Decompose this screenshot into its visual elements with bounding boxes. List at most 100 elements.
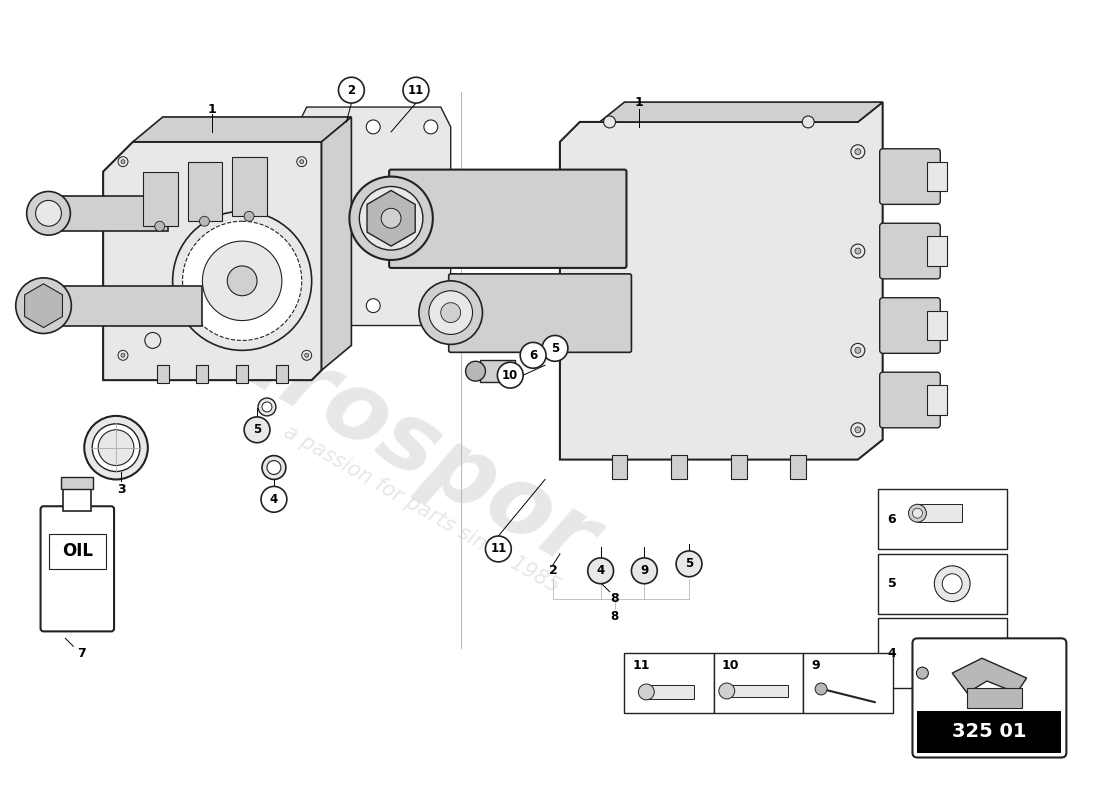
Text: 4: 4 xyxy=(596,564,605,578)
Circle shape xyxy=(305,354,309,358)
Circle shape xyxy=(155,222,165,231)
Text: 7: 7 xyxy=(77,646,86,660)
Bar xyxy=(143,171,177,226)
Bar xyxy=(62,478,94,490)
Polygon shape xyxy=(133,117,351,142)
Bar xyxy=(917,711,1062,753)
Circle shape xyxy=(366,120,381,134)
Circle shape xyxy=(403,78,429,103)
Circle shape xyxy=(934,566,970,602)
Polygon shape xyxy=(44,286,202,326)
Bar xyxy=(878,554,1006,614)
Circle shape xyxy=(301,350,311,360)
Circle shape xyxy=(497,362,524,388)
Circle shape xyxy=(199,216,209,226)
Bar xyxy=(157,366,168,383)
Circle shape xyxy=(718,683,735,699)
Circle shape xyxy=(855,347,861,354)
Circle shape xyxy=(297,157,307,166)
Circle shape xyxy=(261,486,287,512)
Circle shape xyxy=(604,116,616,128)
Text: 1: 1 xyxy=(208,102,217,115)
Circle shape xyxy=(339,78,364,103)
Circle shape xyxy=(267,461,280,474)
Bar xyxy=(927,385,947,415)
Polygon shape xyxy=(560,102,882,459)
Text: 10: 10 xyxy=(722,658,739,672)
Polygon shape xyxy=(367,190,415,246)
Bar xyxy=(927,162,947,191)
Bar xyxy=(917,504,962,522)
Circle shape xyxy=(419,281,483,344)
Circle shape xyxy=(85,416,147,479)
Text: 11: 11 xyxy=(408,84,425,97)
Polygon shape xyxy=(953,658,1026,693)
Circle shape xyxy=(92,424,140,471)
Bar xyxy=(232,157,267,216)
Circle shape xyxy=(424,120,438,134)
Text: 6: 6 xyxy=(888,513,896,526)
Circle shape xyxy=(118,350,128,360)
FancyBboxPatch shape xyxy=(880,149,940,204)
Circle shape xyxy=(909,504,926,522)
Circle shape xyxy=(851,145,865,158)
Circle shape xyxy=(121,160,125,164)
Circle shape xyxy=(202,241,282,321)
Text: 5: 5 xyxy=(685,558,693,570)
Text: 325 01: 325 01 xyxy=(952,722,1026,741)
Bar xyxy=(927,310,947,341)
Circle shape xyxy=(98,430,134,466)
Text: 6: 6 xyxy=(529,349,537,362)
Polygon shape xyxy=(321,117,351,370)
Text: 5: 5 xyxy=(888,578,896,590)
Polygon shape xyxy=(24,284,63,327)
Text: OIL: OIL xyxy=(62,542,92,560)
Text: 11: 11 xyxy=(491,542,506,555)
Text: 3: 3 xyxy=(117,483,125,496)
FancyBboxPatch shape xyxy=(880,223,940,279)
Text: 4: 4 xyxy=(888,646,896,660)
Circle shape xyxy=(310,298,323,313)
Circle shape xyxy=(360,186,422,250)
Circle shape xyxy=(118,157,128,166)
Bar xyxy=(878,618,1006,688)
Bar xyxy=(878,490,1006,549)
Bar xyxy=(625,654,714,713)
Text: 1: 1 xyxy=(635,95,643,109)
Text: 8: 8 xyxy=(610,610,618,623)
Bar xyxy=(714,654,803,713)
Bar xyxy=(187,162,222,222)
Circle shape xyxy=(520,342,546,368)
Circle shape xyxy=(815,683,827,695)
Circle shape xyxy=(855,248,861,254)
Circle shape xyxy=(15,278,72,334)
Circle shape xyxy=(121,354,125,358)
Polygon shape xyxy=(103,142,321,380)
Text: 10: 10 xyxy=(503,369,518,382)
Circle shape xyxy=(310,199,323,214)
Circle shape xyxy=(851,244,865,258)
Circle shape xyxy=(26,191,70,235)
Text: 2: 2 xyxy=(348,84,355,97)
FancyBboxPatch shape xyxy=(880,372,940,428)
Circle shape xyxy=(310,120,323,134)
Circle shape xyxy=(855,149,861,154)
Circle shape xyxy=(631,558,658,584)
FancyBboxPatch shape xyxy=(41,506,114,631)
Bar xyxy=(967,688,1022,708)
Circle shape xyxy=(676,551,702,577)
Circle shape xyxy=(851,343,865,358)
Circle shape xyxy=(28,290,59,322)
Circle shape xyxy=(183,222,301,341)
Circle shape xyxy=(299,160,304,164)
Circle shape xyxy=(262,456,286,479)
Bar xyxy=(730,454,747,479)
Circle shape xyxy=(587,558,614,584)
Circle shape xyxy=(262,402,272,412)
FancyBboxPatch shape xyxy=(880,298,940,354)
Bar xyxy=(724,685,789,697)
Circle shape xyxy=(638,684,654,700)
Circle shape xyxy=(542,335,568,362)
Circle shape xyxy=(916,667,928,679)
Bar xyxy=(197,366,208,383)
